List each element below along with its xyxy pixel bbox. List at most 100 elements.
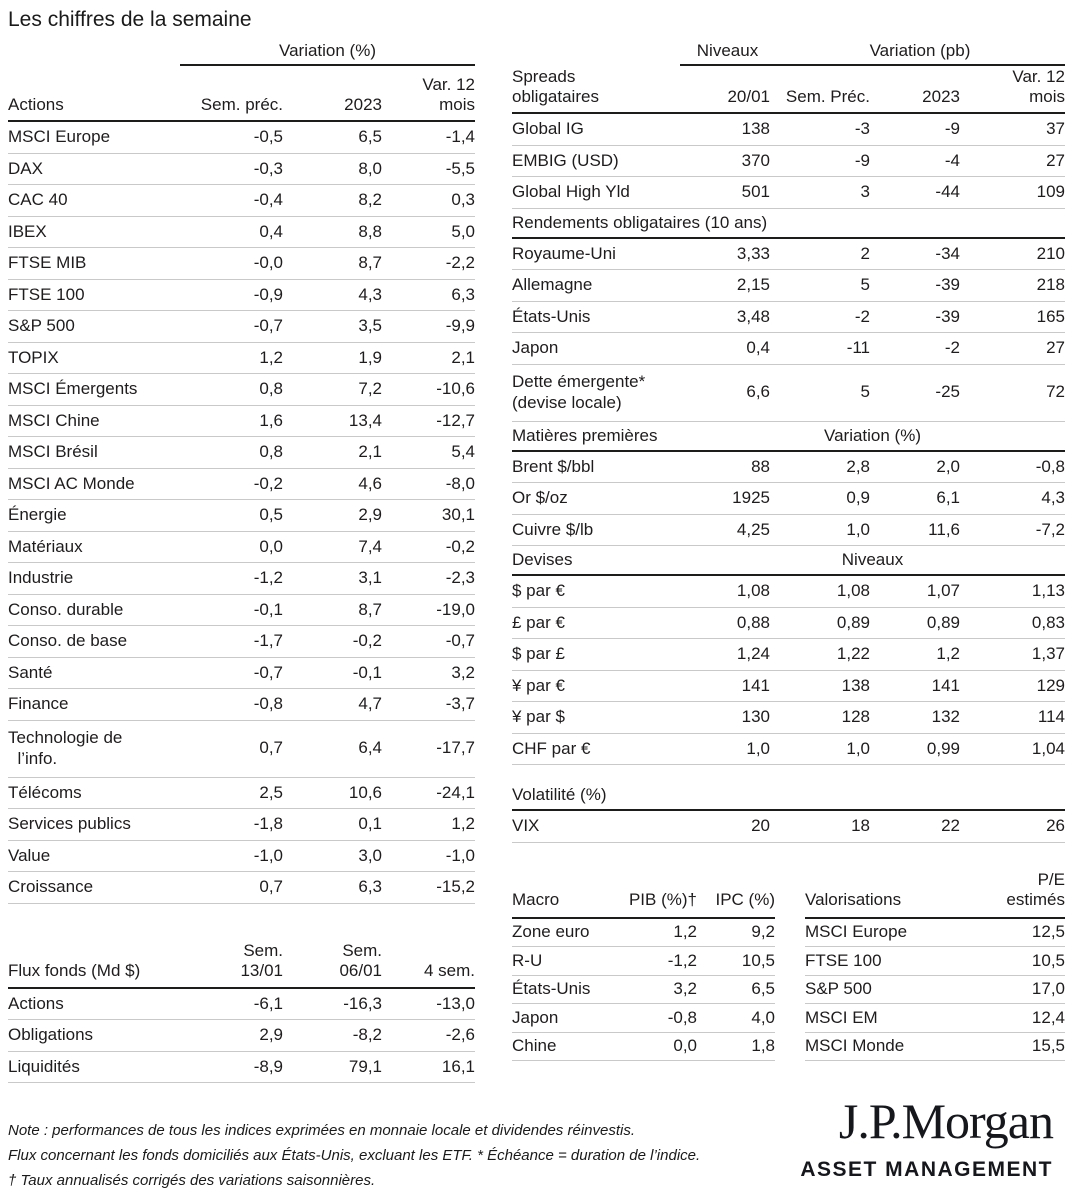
value-sem-prec: -1,0 xyxy=(253,845,283,865)
value-pib: -0,8 xyxy=(667,1007,697,1027)
value-sem-0601: 79,1 xyxy=(348,1056,382,1076)
value-sem-prec: 0,0 xyxy=(259,536,283,556)
table-row: MSCI Émergents 0,8 7,2 -10,6 xyxy=(8,374,475,406)
value-4-sem: -13,0 xyxy=(436,993,475,1013)
row-label: Actions xyxy=(8,993,64,1013)
value-var-12-mois: -17,7 xyxy=(436,738,475,758)
value-2023: 2,1 xyxy=(358,442,382,462)
value-var-12-mois: 27 xyxy=(1046,338,1065,358)
col-header-sem-0601: Sem. 06/01 xyxy=(339,941,382,981)
value-2023: 8,8 xyxy=(358,221,382,241)
left-column: Variation (%) Actions Sem. préc. 2023 Va… xyxy=(8,38,475,1083)
row-label: Conso. durable xyxy=(8,599,124,619)
value-var-12-mois: 27 xyxy=(1046,150,1065,170)
value-var-12-mois: -5,5 xyxy=(445,158,475,178)
table-row: Télécoms 2,5 10,6 -24,1 xyxy=(8,778,475,809)
row-label: Technologie de l’info. xyxy=(8,728,123,768)
value-sem-prec: 1,0 xyxy=(846,738,870,758)
value-pe-estimes: 10,5 xyxy=(1031,950,1065,970)
table-row: MSCI Europe 12,5 xyxy=(805,919,1065,947)
value-2023: 3,5 xyxy=(358,316,382,336)
col-header-sem-prec: Sem. Préc. xyxy=(785,86,870,106)
table-row: Dette émergente* (devise locale) 6,6 5 -… xyxy=(512,365,1065,422)
col-header-valorisations: Valorisations xyxy=(805,890,902,910)
value-ipc: 9,2 xyxy=(751,922,775,942)
value-2023: 2,9 xyxy=(358,505,382,525)
table-row: EMBIG (USD) 370 -9 -4 27 xyxy=(512,146,1065,177)
row-label: MSCI Brésil xyxy=(8,442,98,462)
table-row: Services publics -1,8 0,1 1,2 xyxy=(8,809,475,841)
value-pe-estimes: 15,5 xyxy=(1031,1036,1065,1056)
value-pib: 1,2 xyxy=(673,922,697,942)
value-2023: 0,99 xyxy=(926,738,960,758)
value-sem-prec: 0,4 xyxy=(259,221,283,241)
value-var-12-mois: 26 xyxy=(1046,816,1065,836)
table-row: S&P 500 17,0 xyxy=(805,976,1065,1004)
table-row: MSCI EM 12,4 xyxy=(805,1004,1065,1033)
devises-rows: $ par € 1,08 1,08 1,07 1,13 £ par € 0,88… xyxy=(512,576,1065,765)
macro-table: Macro PIB (%)† IPC (%) Zone euro 1,2 9,2… xyxy=(512,887,775,1061)
table-row: $ par € 1,08 1,08 1,07 1,13 xyxy=(512,576,1065,608)
row-label: Conso. de base xyxy=(8,631,128,651)
value-pib: 0,0 xyxy=(673,1036,697,1056)
value-2023: 1,2 xyxy=(936,644,960,664)
value-2023: 4,6 xyxy=(358,473,382,493)
value-2023: 6,3 xyxy=(358,877,382,897)
value-var-12-mois: -1,0 xyxy=(445,845,475,865)
value-2023: -39 xyxy=(935,306,960,326)
value-pe-estimes: 12,5 xyxy=(1031,922,1065,942)
value-sem-prec: -0,3 xyxy=(253,158,283,178)
row-label: Allemagne xyxy=(512,275,593,295)
value-2023: 1,9 xyxy=(358,347,382,367)
rendements-section-label: Rendements obligataires (10 ans) xyxy=(512,212,768,232)
value-2023: 0,89 xyxy=(926,612,960,632)
row-label: Finance xyxy=(8,694,69,714)
value-var-12-mois: -2,2 xyxy=(445,253,475,273)
rendements-rows: Royaume-Uni 3,33 2 -34 210 Allemagne 2,1… xyxy=(512,239,1065,422)
actions-rows: MSCI Europe -0,5 6,5 -1,4 DAX -0,3 8,0 -… xyxy=(8,122,475,904)
row-label: ¥ par € xyxy=(512,675,565,695)
value-var-12-mois: 114 xyxy=(1037,707,1065,727)
valorisations-header-row: Valorisations P/E estimés xyxy=(805,870,1065,919)
value-sem-0601: -16,3 xyxy=(343,993,382,1013)
value-sem-prec: -9 xyxy=(854,150,870,170)
flux-header-row: Flux fonds (Md $) Sem. 13/01 Sem. 06/01 … xyxy=(8,937,475,989)
table-row: CHF par € 1,0 1,0 0,99 1,04 xyxy=(512,734,1065,765)
table-row: Chine 0,0 1,8 xyxy=(512,1033,775,1061)
value-sem-prec: 2,8 xyxy=(846,456,870,476)
value-2001: 3,48 xyxy=(736,306,770,326)
table-row: Brent $/bbl 88 2,8 2,0 -0,8 xyxy=(512,452,1065,483)
value-2023: 6,1 xyxy=(936,488,960,508)
row-label: Value xyxy=(8,845,51,865)
value-niveau: 1,24 xyxy=(736,644,770,664)
col-header-actions: Actions xyxy=(8,94,64,114)
bottom-tables: Macro PIB (%)† IPC (%) Zone euro 1,2 9,2… xyxy=(512,870,1065,1067)
flux-rows: Actions -6,1 -16,3 -13,0 Obligations 2,9… xyxy=(8,989,475,1083)
value-2023: -4 xyxy=(944,150,960,170)
table-row: S&P 500 -0,7 3,5 -9,9 xyxy=(8,311,475,343)
value-2023: -34 xyxy=(935,243,960,263)
value-var-12-mois: -10,6 xyxy=(436,379,475,399)
row-label: MSCI EM xyxy=(805,1007,878,1027)
value-sem-prec: 0,7 xyxy=(259,738,283,758)
col-header-2001: 20/01 xyxy=(727,86,770,106)
table-row: MSCI Monde 15,5 xyxy=(805,1033,1065,1061)
value-2023: -0,1 xyxy=(352,662,382,682)
value-sem-prec: -11 xyxy=(846,338,870,358)
devises-section-label: Devises xyxy=(512,550,573,569)
value-sem-prec: -0,7 xyxy=(253,316,283,336)
asset-management-label: ASSET MANAGEMENT xyxy=(800,1158,1053,1181)
table-row: Zone euro 1,2 9,2 xyxy=(512,919,775,947)
row-label: MSCI Émergents xyxy=(8,379,138,399)
row-label: S&P 500 xyxy=(8,316,75,336)
row-label: Royaume-Uni xyxy=(512,243,616,263)
value-var-12-mois: 6,3 xyxy=(451,284,475,304)
value-niveau: 141 xyxy=(741,675,770,695)
value-var-12-mois: 3,2 xyxy=(451,662,475,682)
value-4-sem: 16,1 xyxy=(441,1056,475,1076)
row-label: Japon xyxy=(512,1007,559,1027)
value-niveau: 20 xyxy=(751,816,770,836)
value-var-12-mois: 72 xyxy=(1046,382,1065,402)
value-niveau: 88 xyxy=(751,456,770,476)
table-row: Industrie -1,2 3,1 -2,3 xyxy=(8,563,475,595)
